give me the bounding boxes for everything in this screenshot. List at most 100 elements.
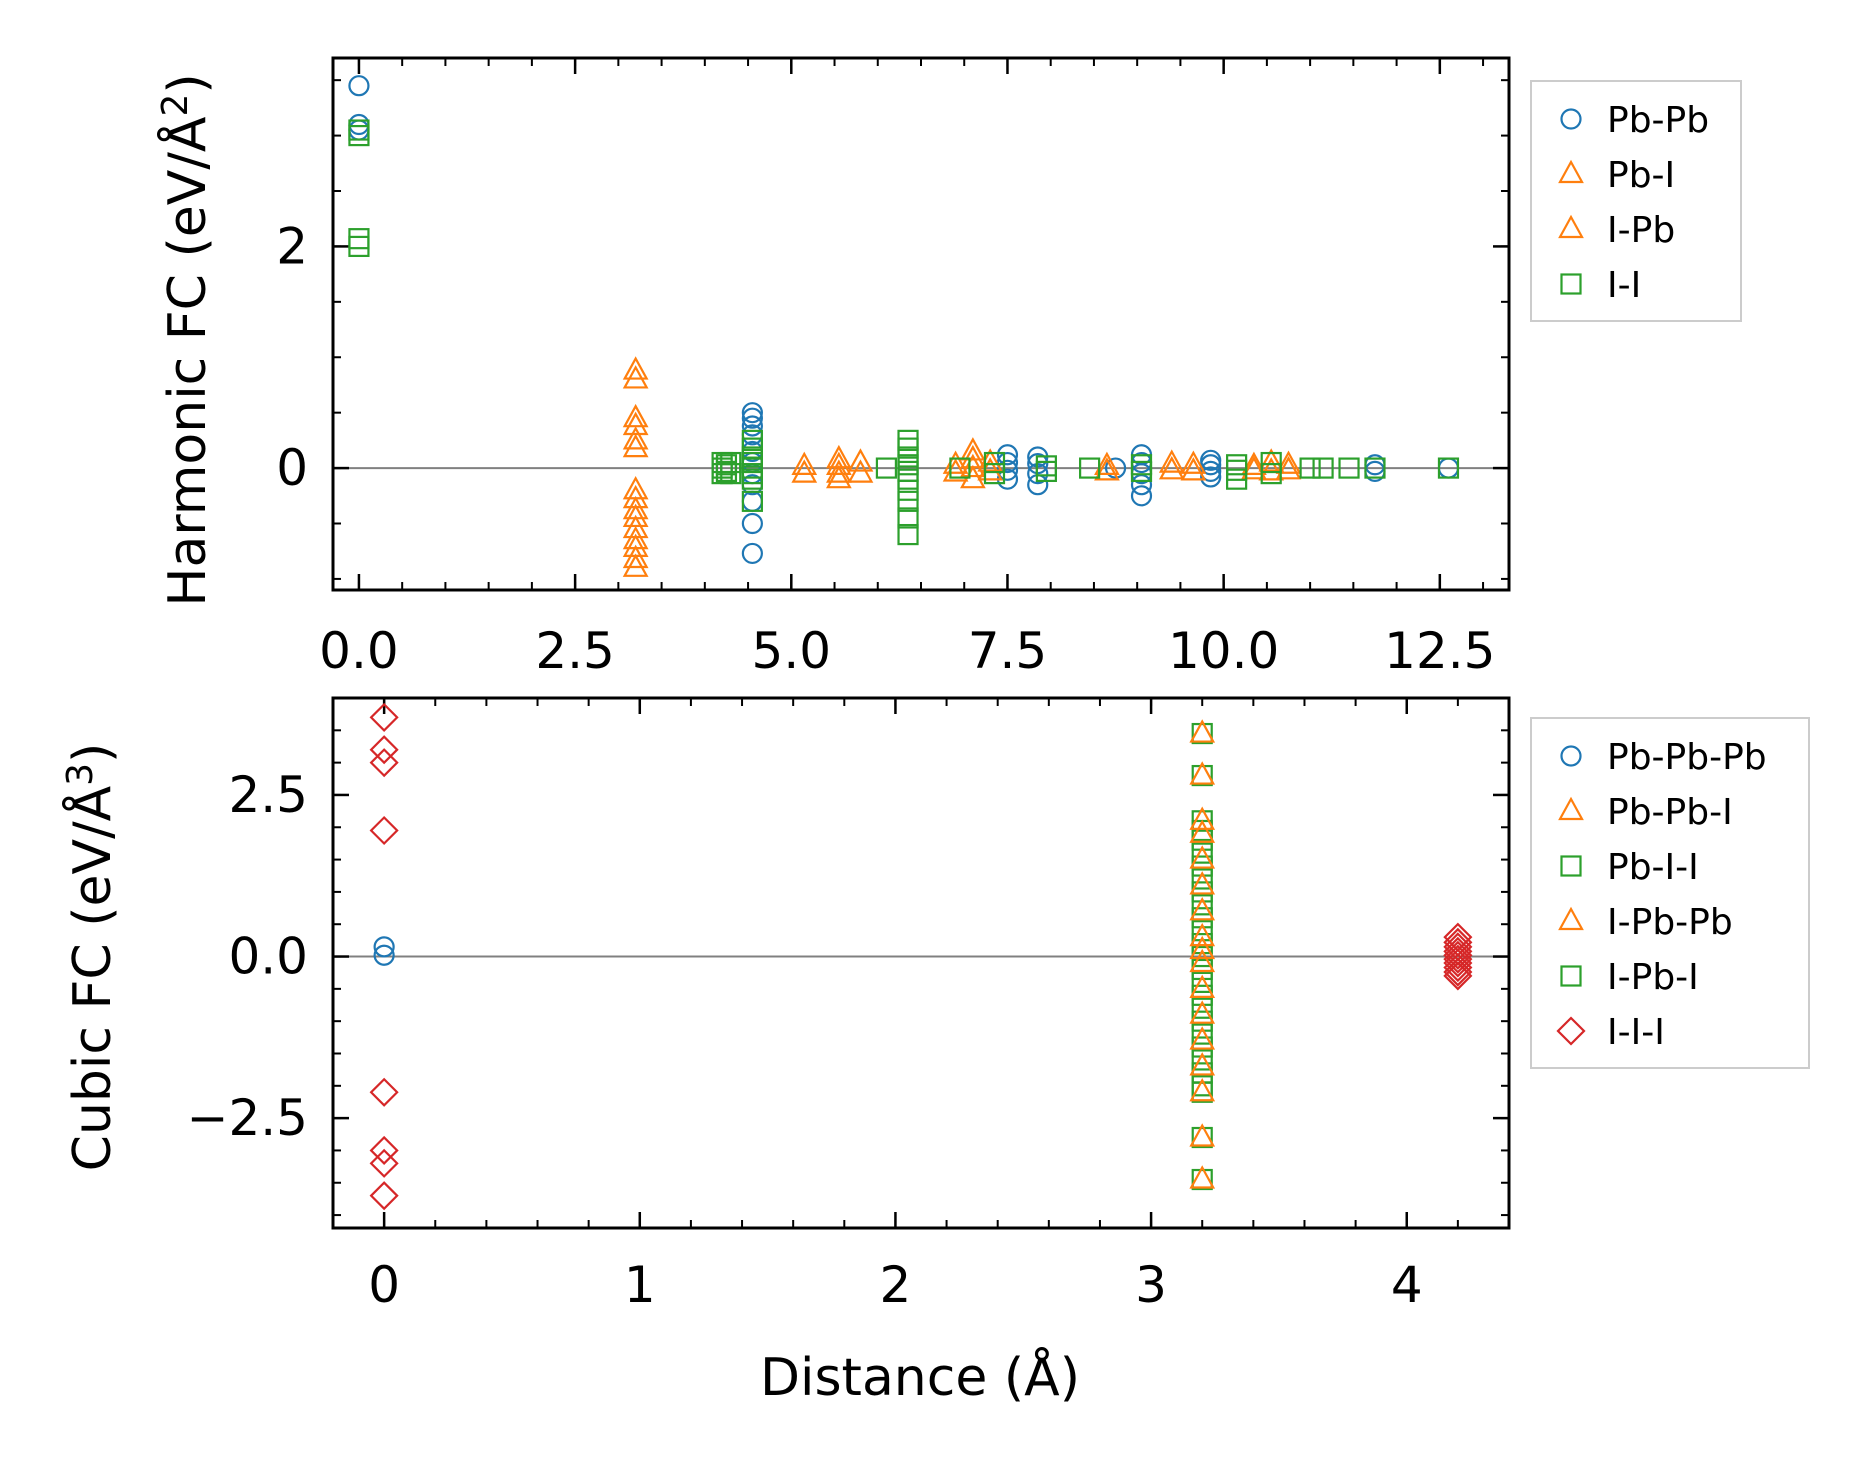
- data-point: [1035, 460, 1057, 483]
- data-point: [1130, 460, 1153, 483]
- legend-label: I-Pb: [1607, 210, 1675, 251]
- legend-label: I-Pb-Pb: [1607, 902, 1733, 943]
- data-point: [622, 365, 649, 389]
- data-point: [369, 815, 399, 846]
- data-point: [897, 460, 919, 483]
- legend-box: [1530, 717, 1810, 1069]
- data-point: [369, 1181, 399, 1211]
- legend-marker: [1560, 745, 1582, 767]
- data-point: [1258, 457, 1285, 481]
- legend-marker: [1560, 855, 1582, 877]
- data-point: [1191, 1126, 1213, 1149]
- data-point: [622, 356, 649, 380]
- data-point: [1191, 971, 1213, 993]
- data-point: [1191, 722, 1213, 745]
- data-point: [1338, 457, 1360, 479]
- data-point: [1189, 948, 1216, 973]
- data-point: [1241, 456, 1267, 480]
- data-point: [373, 936, 395, 958]
- harmonic-fc-panel: Harmonic FC (eV/Å2) 0.0 2.5 5.0 7.5 10.0 12.5…: [155, 56, 1742, 680]
- data-point: [720, 451, 742, 474]
- data-point: [741, 490, 763, 512]
- data-point: [1443, 961, 1473, 991]
- data-point: [1094, 457, 1120, 481]
- data-point: [1189, 719, 1216, 743]
- data-point: [1275, 456, 1302, 480]
- x-tick-label: 3: [1135, 1256, 1167, 1314]
- legend-label: I-I-I: [1607, 1012, 1665, 1053]
- data-point: [1200, 466, 1222, 488]
- legend-marker: [1560, 273, 1582, 295]
- data-point: [1312, 457, 1334, 479]
- x-tick-label: 0.0: [319, 622, 399, 680]
- data-point: [847, 459, 874, 483]
- data-point: [1180, 457, 1207, 481]
- data-point: [825, 459, 852, 483]
- legend-marker: [1558, 159, 1584, 184]
- data-point: [960, 453, 986, 478]
- data-point: [1260, 451, 1282, 474]
- data-point: [1079, 457, 1101, 479]
- data-point: [741, 468, 763, 490]
- data-point: [1191, 1081, 1213, 1103]
- data-point: [1189, 871, 1216, 895]
- y-tick-label: −2.5: [187, 1089, 308, 1147]
- data-point: [1189, 897, 1216, 921]
- data-point: [1443, 957, 1473, 987]
- data-point: [897, 507, 919, 529]
- data-point: [741, 407, 763, 429]
- cubic-fc-panel: Cubic FC (eV/Å3) Distance (Å) 0 1 2 3 4 −2.5 0…: [60, 696, 1810, 1408]
- data-point: [1189, 1123, 1216, 1147]
- data-point: [897, 468, 919, 490]
- data-point: [791, 451, 818, 475]
- data-point: [897, 523, 919, 546]
- data-point: [1189, 819, 1216, 843]
- legend-label: Pb-I-I: [1607, 847, 1699, 888]
- data-point: [741, 415, 763, 437]
- legend-label: Pb-Pb: [1607, 100, 1709, 141]
- data-point: [1191, 997, 1213, 1019]
- legend-label: Pb-Pb-I: [1607, 792, 1733, 833]
- data-point: [847, 448, 874, 472]
- x-tick-label: 1: [624, 1256, 656, 1314]
- legend: Pb-Pb-Pb Pb-Pb-I Pb-I-I I-Pb-Pb I-Pb-I I-I-I: [1530, 717, 1810, 1069]
- data-point: [741, 542, 763, 565]
- data-point: [1443, 952, 1473, 983]
- data-point: [369, 1148, 399, 1178]
- legend-label: I-Pb-I: [1607, 957, 1699, 998]
- data-point: [1189, 922, 1216, 947]
- plot-frame: [331, 56, 1511, 592]
- data-point: [1189, 1165, 1216, 1189]
- data-point: [348, 75, 370, 97]
- legend-marker: [1558, 906, 1584, 931]
- data-point: [1241, 451, 1267, 475]
- data-point: [996, 444, 1019, 466]
- data-point: [622, 544, 649, 569]
- data-point: [1191, 868, 1213, 890]
- data-point: [825, 464, 852, 489]
- data-point: [1189, 935, 1216, 960]
- data-point: [373, 944, 395, 966]
- data-point: [741, 402, 763, 424]
- data-point: [897, 479, 919, 501]
- legend-marker: [1560, 108, 1582, 130]
- x-tick-label: 7.5: [968, 622, 1048, 680]
- data-point: [949, 457, 971, 479]
- x-tick-label: 0: [368, 1256, 400, 1314]
- data-point: [369, 1135, 399, 1165]
- data-point: [720, 463, 742, 485]
- x-tick-label: 2.5: [535, 622, 615, 680]
- data-point: [1226, 468, 1248, 490]
- data-point: [983, 451, 1006, 474]
- data-point: [960, 437, 986, 461]
- x-tick-label: 10.0: [1168, 622, 1279, 680]
- legend-label: Pb-I: [1607, 155, 1675, 196]
- data-point: [1258, 448, 1285, 472]
- data-point: [1189, 1077, 1216, 1102]
- data-point: [1189, 845, 1216, 869]
- data-point: [1191, 764, 1213, 787]
- data-point: [1443, 944, 1473, 974]
- data-point: [1275, 450, 1302, 474]
- data-point: [1130, 474, 1153, 496]
